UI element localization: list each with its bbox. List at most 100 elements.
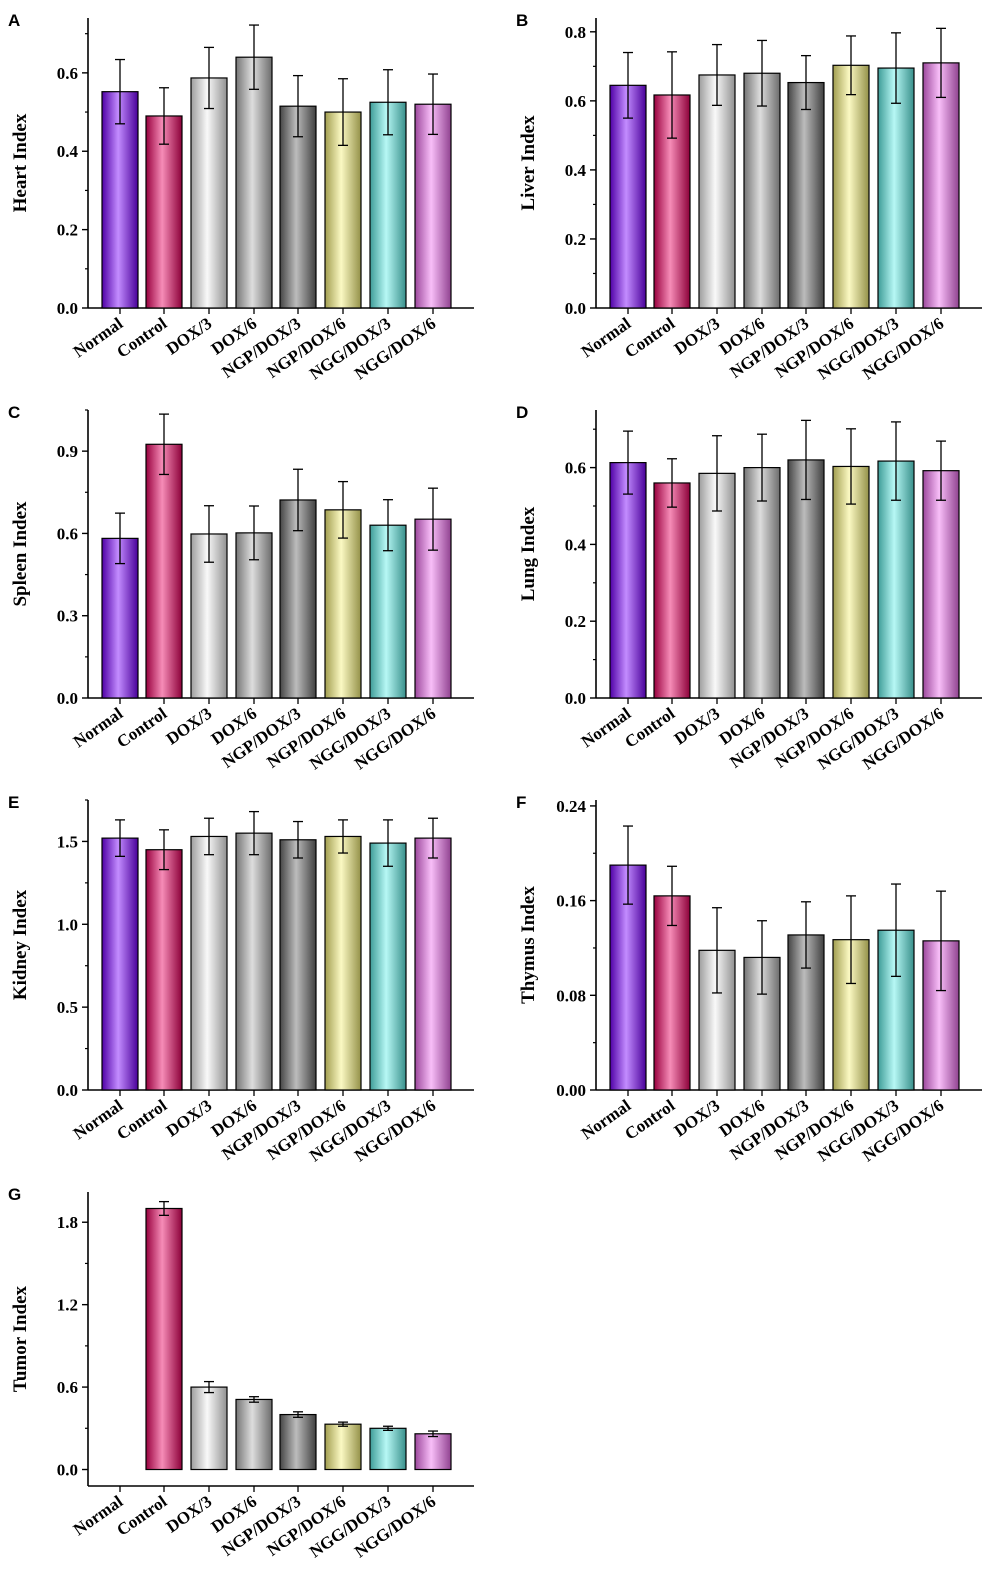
panel-f-y-tick-label: 0.08 (556, 986, 586, 1005)
panel-d-y-tick-label: 0.6 (565, 459, 586, 478)
panel-b-y-tick-label: 0.6 (565, 92, 586, 111)
panel-d-y-tick-label: 0.4 (565, 535, 587, 554)
panel-c-y-tick-label: 0.3 (57, 607, 78, 626)
panel-e-bar-dox-6 (235, 832, 273, 1091)
panel-a-y-tick-label: 0.6 (57, 64, 78, 83)
panel-g-category-label-dox-3: DOX/3 (163, 1492, 216, 1537)
panel-e-y-tick-label: 1.5 (57, 832, 78, 851)
panel-c-y-axis-title: Spleen Index (10, 501, 31, 607)
panel-g-category-label-control: Control (113, 1492, 170, 1540)
panel-b-letter: B (516, 11, 528, 30)
panel-b-y-axis-title: Liver Index (518, 115, 539, 211)
panel-f-category-label-dox-3: DOX/3 (671, 1096, 724, 1141)
panel-g-bar-ngp-dox-6 (324, 1423, 362, 1471)
panel-g-bar-dox-3 (190, 1386, 228, 1471)
panel-a-y-tick-label: 0.2 (57, 221, 78, 240)
panel-e-y-tick-label: 1.0 (57, 915, 78, 934)
panel-d-bar-ngg-dox-6 (922, 470, 960, 699)
panel-b-bar-ngp-dox-3 (787, 81, 825, 309)
panel-e-y-tick-label: 0.0 (57, 1081, 78, 1100)
panel-d-y-tick-label: 0.2 (565, 612, 586, 631)
panel-e-bar-ngp-dox-3 (279, 839, 317, 1091)
panel-b-y-tick-label: 0.2 (565, 230, 586, 249)
panel-e-bar-ngg-dox-3 (369, 842, 407, 1091)
panel-a-bar-ngg-dox-6 (414, 103, 452, 309)
panel-d-bar-dox-6 (743, 467, 781, 699)
panel-b-bar-dox-6 (743, 72, 781, 309)
panel-a-bar-control (145, 115, 183, 309)
panel-a-bar-ngg-dox-3 (369, 101, 407, 309)
panel-e-bar-dox-3 (190, 835, 228, 1091)
panel-f-category-label-control: Control (621, 1096, 678, 1144)
panel-b-y-tick-label: 0.8 (565, 23, 586, 42)
panel-g-bar-dox-6 (235, 1398, 273, 1471)
panel-a-category-label-control: Control (113, 314, 170, 362)
panel-f-y-tick-label: 0.24 (556, 797, 586, 816)
panel-g-bar-control (145, 1207, 183, 1471)
panel-d-y-tick-label: 0.0 (565, 689, 586, 708)
panel-g-y-tick-label: 1.2 (57, 1296, 78, 1315)
panel-d-bar-control (653, 482, 691, 699)
panel-b-bar-ngg-dox-6 (922, 62, 960, 309)
panel-a-y-tick-label: 0.0 (57, 299, 78, 318)
panel-d-bar-normal (609, 462, 647, 699)
panel-b-category-label-control: Control (621, 314, 678, 362)
panel-e-bar-normal (101, 837, 139, 1091)
panel-f-bar-control (653, 895, 691, 1091)
panel-b-bar-ngg-dox-3 (877, 67, 915, 309)
panel-g-bar-ngg-dox-3 (369, 1427, 407, 1471)
panel-e-category-label-control: Control (113, 1096, 170, 1144)
panel-b-y-tick-label: 0.4 (565, 161, 587, 180)
panel-a-y-tick-label: 0.4 (57, 142, 79, 161)
panel-d-category-label-control: Control (621, 704, 678, 752)
panel-f-y-axis-title: Thymus Index (518, 886, 539, 1004)
panel-g-y-tick-label: 1.8 (57, 1213, 78, 1232)
panel-b-bar-normal (609, 84, 647, 309)
panel-e-bar-control (145, 849, 183, 1091)
panel-g-bar-ngp-dox-3 (279, 1413, 317, 1471)
panel-a-category-label-dox-3: DOX/3 (163, 314, 216, 359)
panel-c-bar-ngp-dox-6 (324, 509, 362, 699)
panel-b-category-label-dox-3: DOX/3 (671, 314, 724, 359)
panel-d-y-axis-title: Lung Index (518, 506, 539, 601)
panel-c-letter: C (8, 403, 20, 422)
panel-g-letter: G (8, 1185, 21, 1204)
panel-d-category-label-dox-3: DOX/3 (671, 704, 724, 749)
panel-c-category-label-dox-3: DOX/3 (163, 704, 216, 749)
panel-g-bar-ngg-dox-6 (414, 1433, 452, 1471)
panel-e-letter: E (8, 793, 19, 812)
panel-c-bar-normal (101, 537, 139, 699)
panel-e-y-tick-label: 0.5 (57, 998, 78, 1017)
panel-e-y-axis-title: Kidney Index (10, 889, 31, 1000)
panel-c-category-label-control: Control (113, 704, 170, 752)
panel-e-category-label-dox-3: DOX/3 (163, 1096, 216, 1141)
panel-g-y-axis-title: Tumor Index (10, 1285, 31, 1392)
panel-a-y-axis-title: Heart Index (10, 113, 31, 212)
panel-c-y-tick-label: 0.0 (57, 689, 78, 708)
panel-b-bar-dox-3 (698, 74, 736, 309)
panel-c-y-tick-label: 0.9 (57, 442, 78, 461)
panel-g-y-tick-label: 0.0 (57, 1461, 78, 1480)
panel-a-letter: A (8, 11, 20, 30)
panel-c-bar-control (145, 443, 183, 699)
panel-f-letter: F (516, 793, 526, 812)
panel-a-bar-dox-3 (190, 77, 228, 309)
panel-g-y-tick-label: 0.6 (57, 1378, 78, 1397)
panel-e-bar-ngp-dox-6 (324, 835, 362, 1091)
panel-a-bar-dox-6 (235, 56, 273, 309)
panel-e-bar-ngg-dox-6 (414, 837, 452, 1091)
panel-b-bar-ngp-dox-6 (832, 64, 870, 309)
panel-d-letter: D (516, 403, 528, 422)
panel-f-y-tick-label: 0.00 (556, 1081, 586, 1100)
panel-b-y-tick-label: 0.0 (565, 299, 586, 318)
panel-f-y-tick-label: 0.16 (556, 892, 586, 911)
panel-c-y-tick-label: 0.6 (57, 524, 78, 543)
